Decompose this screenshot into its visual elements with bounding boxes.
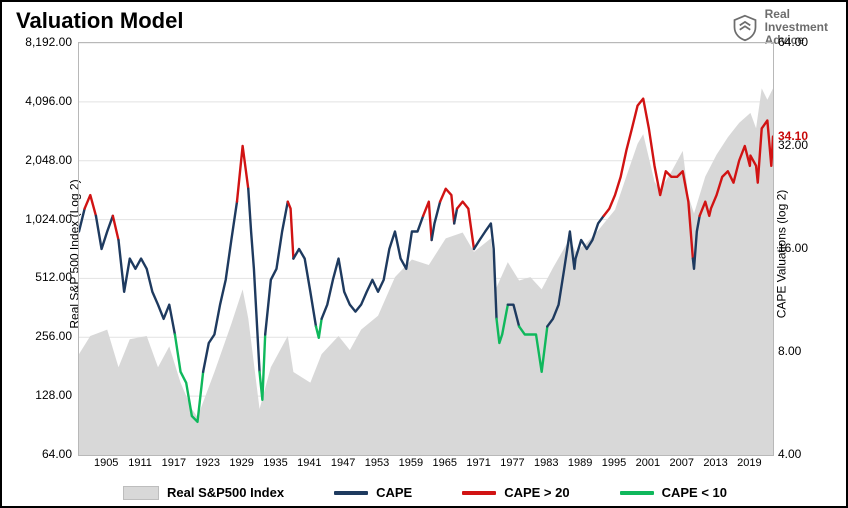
x-tick: 1971 bbox=[463, 457, 495, 469]
x-tick: 2001 bbox=[632, 457, 664, 469]
x-tick: 1959 bbox=[395, 457, 427, 469]
y-left-tick: 64.00 bbox=[12, 447, 72, 461]
y-left-tick: 256.00 bbox=[12, 329, 72, 343]
y-left-tick: 1,024.00 bbox=[12, 212, 72, 226]
legend-label: Real S&P500 Index bbox=[167, 485, 284, 500]
legend-item: CAPE < 10 bbox=[620, 485, 727, 500]
x-tick: 1983 bbox=[530, 457, 562, 469]
x-tick: 1953 bbox=[361, 457, 393, 469]
legend-label: CAPE < 10 bbox=[662, 485, 727, 500]
legend-label: CAPE > 20 bbox=[504, 485, 569, 500]
plot-area bbox=[78, 42, 774, 456]
x-tick: 1935 bbox=[259, 457, 291, 469]
cape-segment bbox=[265, 202, 288, 335]
legend-label: CAPE bbox=[376, 485, 412, 500]
x-tick: 1923 bbox=[192, 457, 224, 469]
cape-segment bbox=[237, 146, 248, 202]
chart-title: Valuation Model bbox=[16, 8, 183, 34]
cape-segment bbox=[432, 202, 440, 240]
x-tick: 1929 bbox=[226, 457, 258, 469]
x-tick: 1977 bbox=[496, 457, 528, 469]
cape-segment bbox=[96, 216, 113, 249]
x-tick: 1965 bbox=[429, 457, 461, 469]
y-left-tick: 8,192.00 bbox=[12, 35, 72, 49]
x-tick: 1989 bbox=[564, 457, 596, 469]
x-tick: 1995 bbox=[598, 457, 630, 469]
cape-segment bbox=[288, 202, 294, 259]
legend-swatch bbox=[620, 491, 654, 495]
y-left-tick: 2,048.00 bbox=[12, 153, 72, 167]
chart-frame: Valuation Model Real Investment Advice R… bbox=[0, 0, 848, 508]
x-tick: 1905 bbox=[90, 457, 122, 469]
cape-last-value-callout: 34.10 bbox=[778, 129, 808, 143]
legend-swatch bbox=[123, 486, 159, 500]
y-left-tick: 512.00 bbox=[12, 270, 72, 284]
badge-icon bbox=[731, 14, 759, 42]
cape-segment bbox=[454, 209, 457, 224]
x-tick: 1917 bbox=[158, 457, 190, 469]
x-tick: 1911 bbox=[124, 457, 156, 469]
legend-item: CAPE > 20 bbox=[462, 485, 569, 500]
cape-segment bbox=[316, 319, 322, 338]
x-tick: 2007 bbox=[666, 457, 698, 469]
legend-item: Real S&P500 Index bbox=[123, 485, 284, 500]
y-left-tick: 4,096.00 bbox=[12, 94, 72, 108]
y-left-tick: 128.00 bbox=[12, 388, 72, 402]
x-tick: 2013 bbox=[700, 457, 732, 469]
cape-segment bbox=[118, 240, 174, 335]
legend-swatch bbox=[462, 491, 496, 495]
y-right-tick: 64.00 bbox=[778, 35, 828, 49]
x-tick: 1941 bbox=[293, 457, 325, 469]
cape-segment bbox=[293, 249, 316, 326]
real-sp500-area bbox=[79, 88, 773, 455]
legend-swatch bbox=[334, 491, 368, 495]
cape-segment bbox=[85, 195, 96, 216]
legend-item: CAPE bbox=[334, 485, 412, 500]
x-tick: 1947 bbox=[327, 457, 359, 469]
y-right-tick: 4.00 bbox=[778, 447, 828, 461]
y-right-tick: 16.00 bbox=[778, 241, 828, 255]
cape-segment bbox=[423, 202, 431, 240]
legend: Real S&P500 Index CAPE CAPE > 20 CAPE < 10 bbox=[78, 485, 772, 500]
y-right-tick: 8.00 bbox=[778, 344, 828, 358]
cape-segment bbox=[440, 189, 454, 224]
x-tick: 2019 bbox=[733, 457, 765, 469]
